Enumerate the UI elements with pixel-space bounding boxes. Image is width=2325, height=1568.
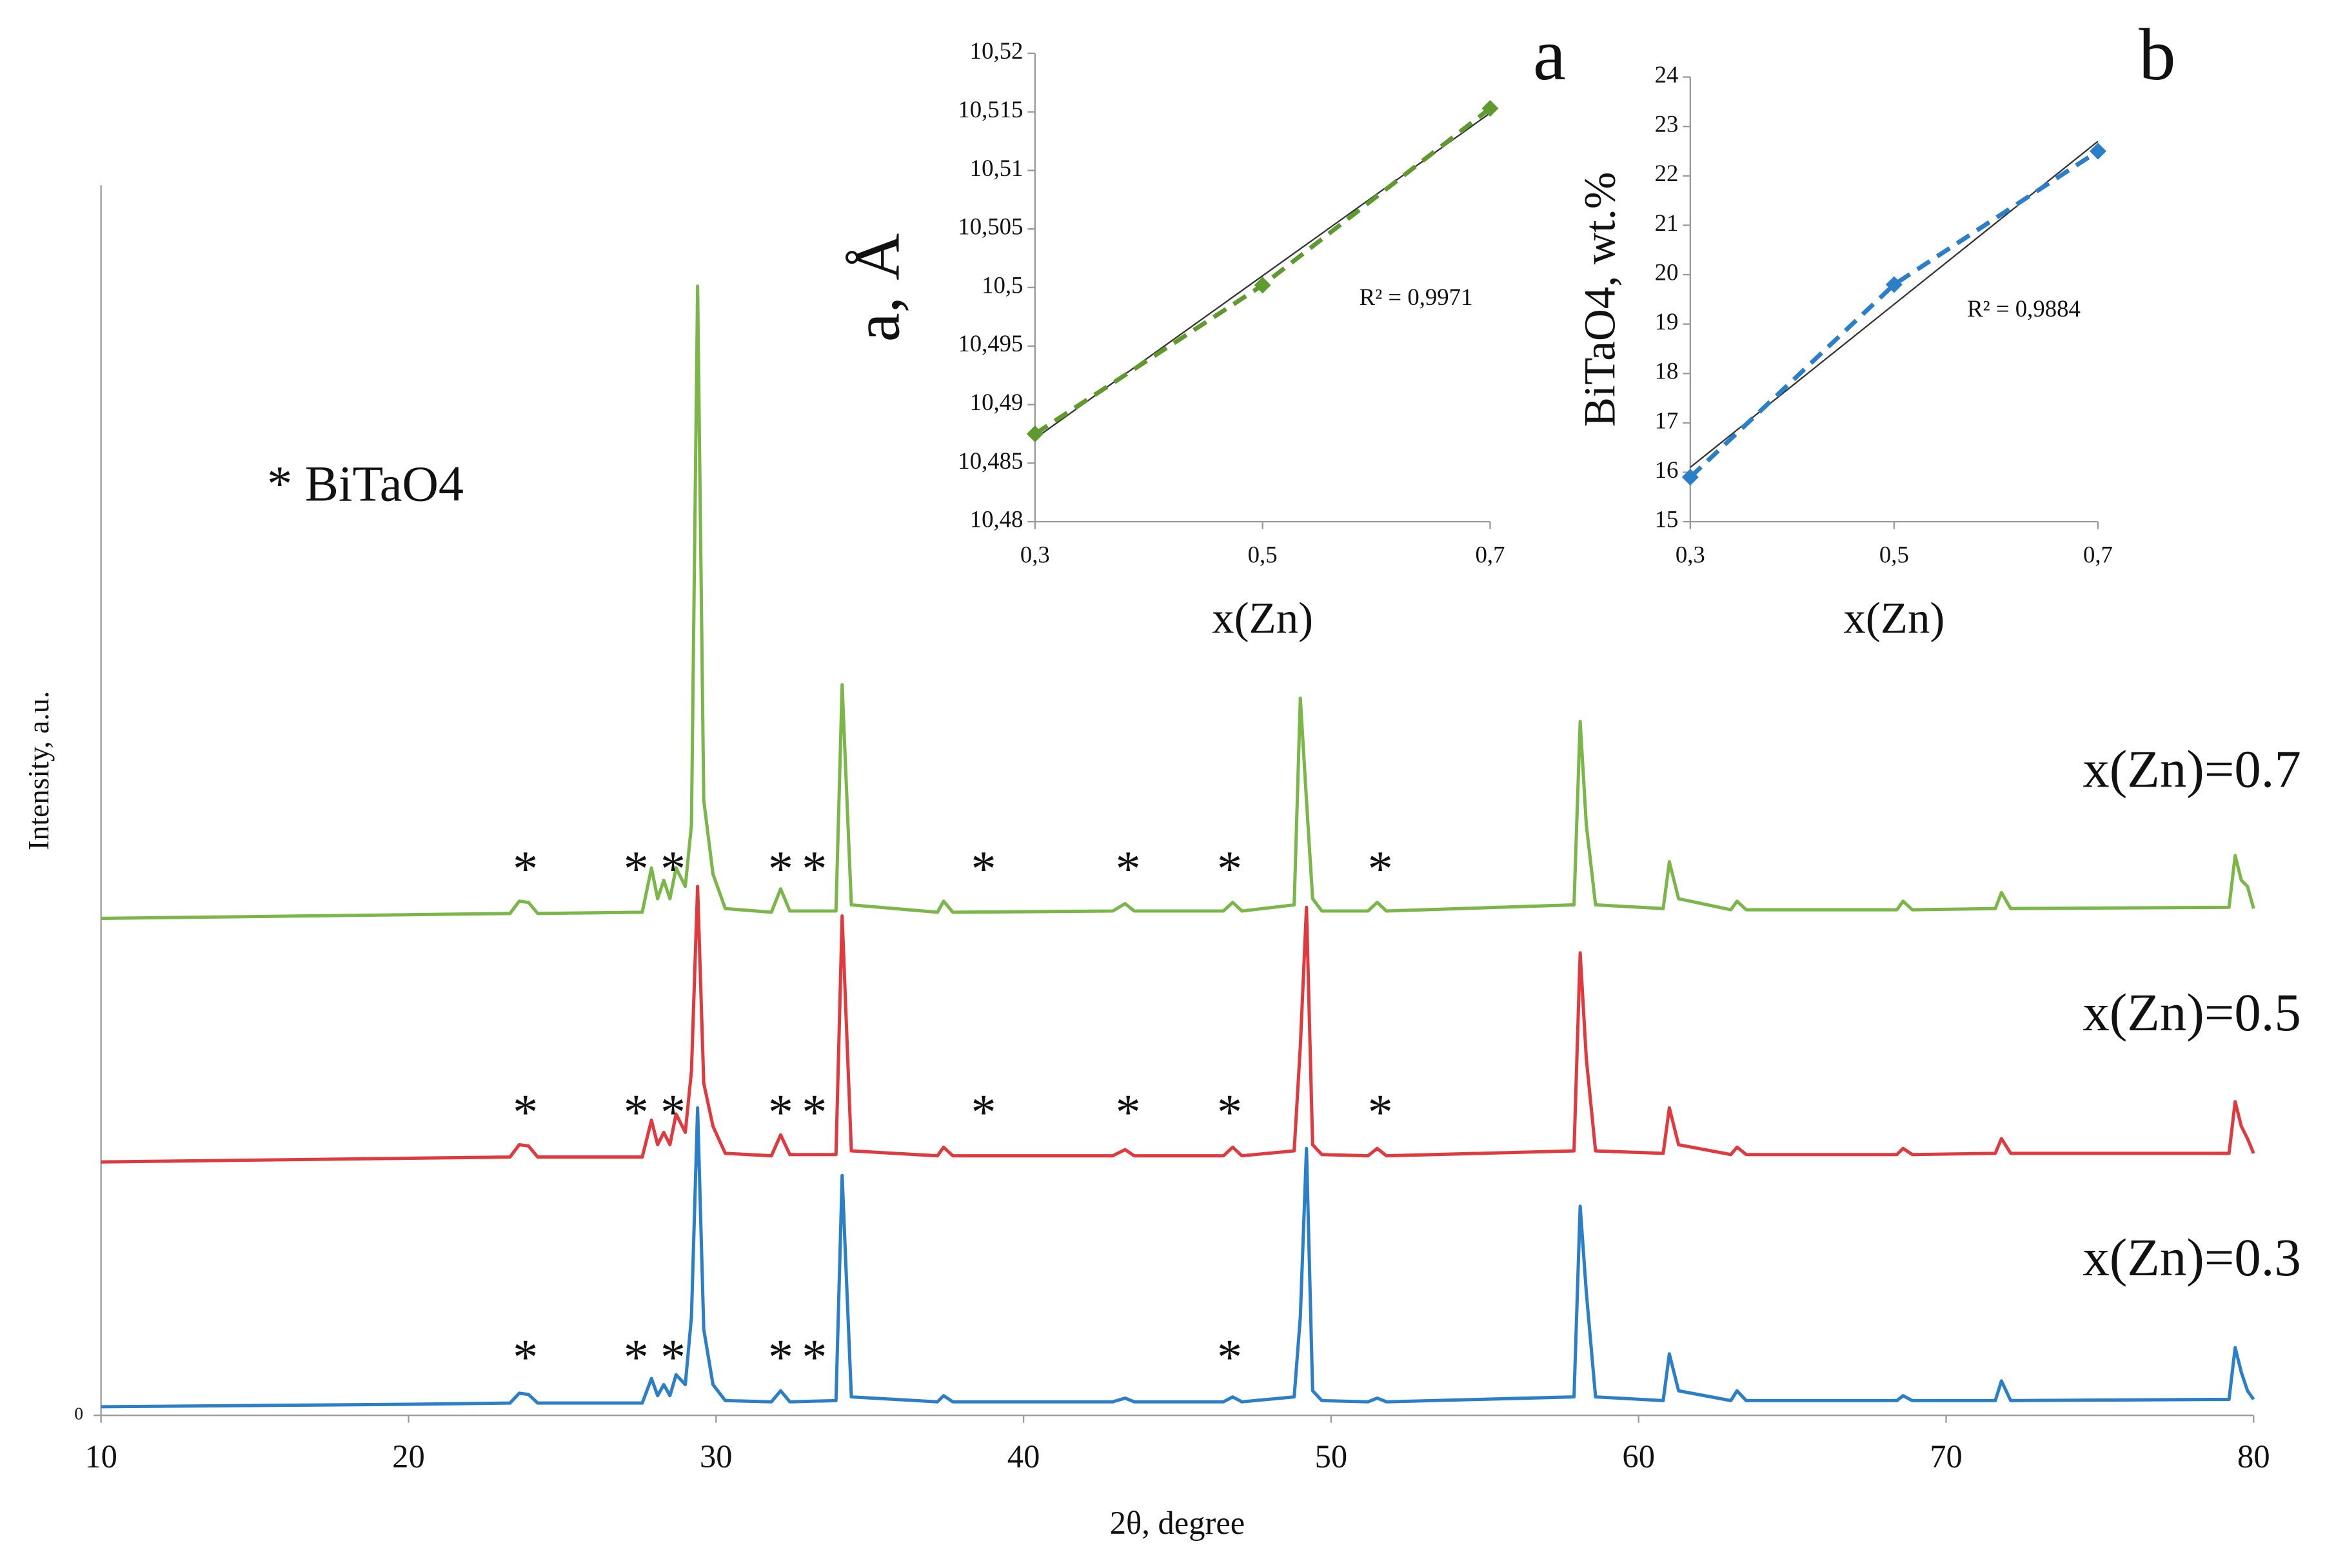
phase-marker: * [624,840,649,896]
r-squared: R² = 0,9884 [1967,295,2081,322]
y-axis-label: a, Å [841,233,913,342]
phase-marker: * [624,1084,649,1140]
legend-note: * BiTaO4 [267,456,464,512]
phase-marker: * [1217,1329,1242,1385]
y-tick-label: 21 [1655,210,1679,236]
phase-marker: * [971,1084,996,1140]
y-tick-label: 0 [74,1404,83,1424]
phase-marker: * [624,1329,649,1385]
y-axis-label: BiTaO4, wt.% [1575,172,1624,427]
series-label: x(Zn)=0.5 [2083,983,2301,1042]
series-label: x(Zn)=0.3 [2083,1228,2301,1287]
phase-marker: * [1116,840,1141,896]
x-tick-label: 0,7 [1476,542,1505,568]
phase-marker: * [768,840,793,896]
data-point [1026,425,1044,442]
y-tick-label: 23 [1655,111,1679,137]
y-tick-label: 10,515 [958,96,1023,122]
pattern-line [101,284,2255,920]
y-tick-label: 10,52 [970,37,1024,64]
phase-marker: * [971,840,996,896]
y-tick-label: 10,505 [958,213,1023,240]
r-squared: R² = 0,9971 [1360,284,1473,310]
x-axis-label: 2θ, degree [1110,1505,1245,1541]
x-tick-label: 20 [392,1438,425,1475]
phase-marker: * [768,1084,793,1140]
y-tick-label: 22 [1655,160,1679,186]
y-tick-label: 17 [1655,407,1679,433]
phase-marker: * [1368,1084,1393,1140]
y-tick-label: 16 [1655,456,1679,483]
data-point [1254,277,1271,294]
x-tick-label: 50 [1315,1438,1348,1475]
y-tick-label: 20 [1655,259,1679,285]
data-point [1681,469,1699,486]
y-tick-label: 19 [1655,308,1679,335]
panel-label: b [2139,14,2175,95]
phase-marker: * [802,1329,827,1385]
x-tick-label: 60 [1622,1438,1655,1475]
y-tick-label: 10,485 [958,447,1023,474]
y-tick-label: 24 [1655,61,1679,88]
x-axis-label: x(Zn) [1843,593,1944,642]
y-tick-label: 10,51 [970,155,1024,181]
data-line [1033,106,1492,436]
x-tick-label: 0,3 [1020,542,1050,568]
y-tick-label: 10,5 [982,271,1023,298]
phase-marker: * [802,840,827,896]
phase-marker: * [768,1329,793,1385]
x-tick-label: 0,7 [2083,542,2113,568]
panel-label: a [1533,14,1566,95]
x-tick-label: 0,3 [1676,542,1705,568]
x-tick-label: 70 [1930,1438,1963,1475]
pattern-line [101,1106,2255,1409]
x-tick-label: 10 [84,1438,117,1475]
x-tick-label: 30 [700,1438,733,1475]
y-tick-label: 10,49 [970,389,1024,415]
pattern-line [101,885,2255,1164]
phase-marker: * [513,1084,538,1140]
x-axis-label: x(Zn) [1212,593,1313,642]
y-axis-label: Intensity, a.u. [22,691,55,850]
x-tick-label: 80 [2237,1438,2270,1475]
y-tick-label: 15 [1655,506,1679,533]
x-tick-label: 40 [1007,1438,1040,1475]
phase-marker: * [513,840,538,896]
phase-marker: * [660,840,686,896]
phase-marker: * [513,1329,538,1385]
trend-line [1690,141,2099,468]
phase-marker: * [660,1084,686,1140]
phase-marker: * [1217,1084,1242,1140]
y-tick-label: 10,495 [958,330,1023,357]
phase-marker: * [1116,1084,1141,1140]
y-tick-label: 10,48 [970,506,1024,533]
phase-marker: * [660,1329,686,1385]
x-tick-label: 0,5 [1879,542,1909,568]
phase-marker: * [1217,840,1242,896]
y-tick-label: 18 [1655,358,1679,384]
series-label: x(Zn)=0.7 [2083,739,2301,798]
phase-marker: * [1368,840,1393,896]
x-tick-label: 0,5 [1248,542,1278,568]
phase-marker: * [802,1084,827,1140]
